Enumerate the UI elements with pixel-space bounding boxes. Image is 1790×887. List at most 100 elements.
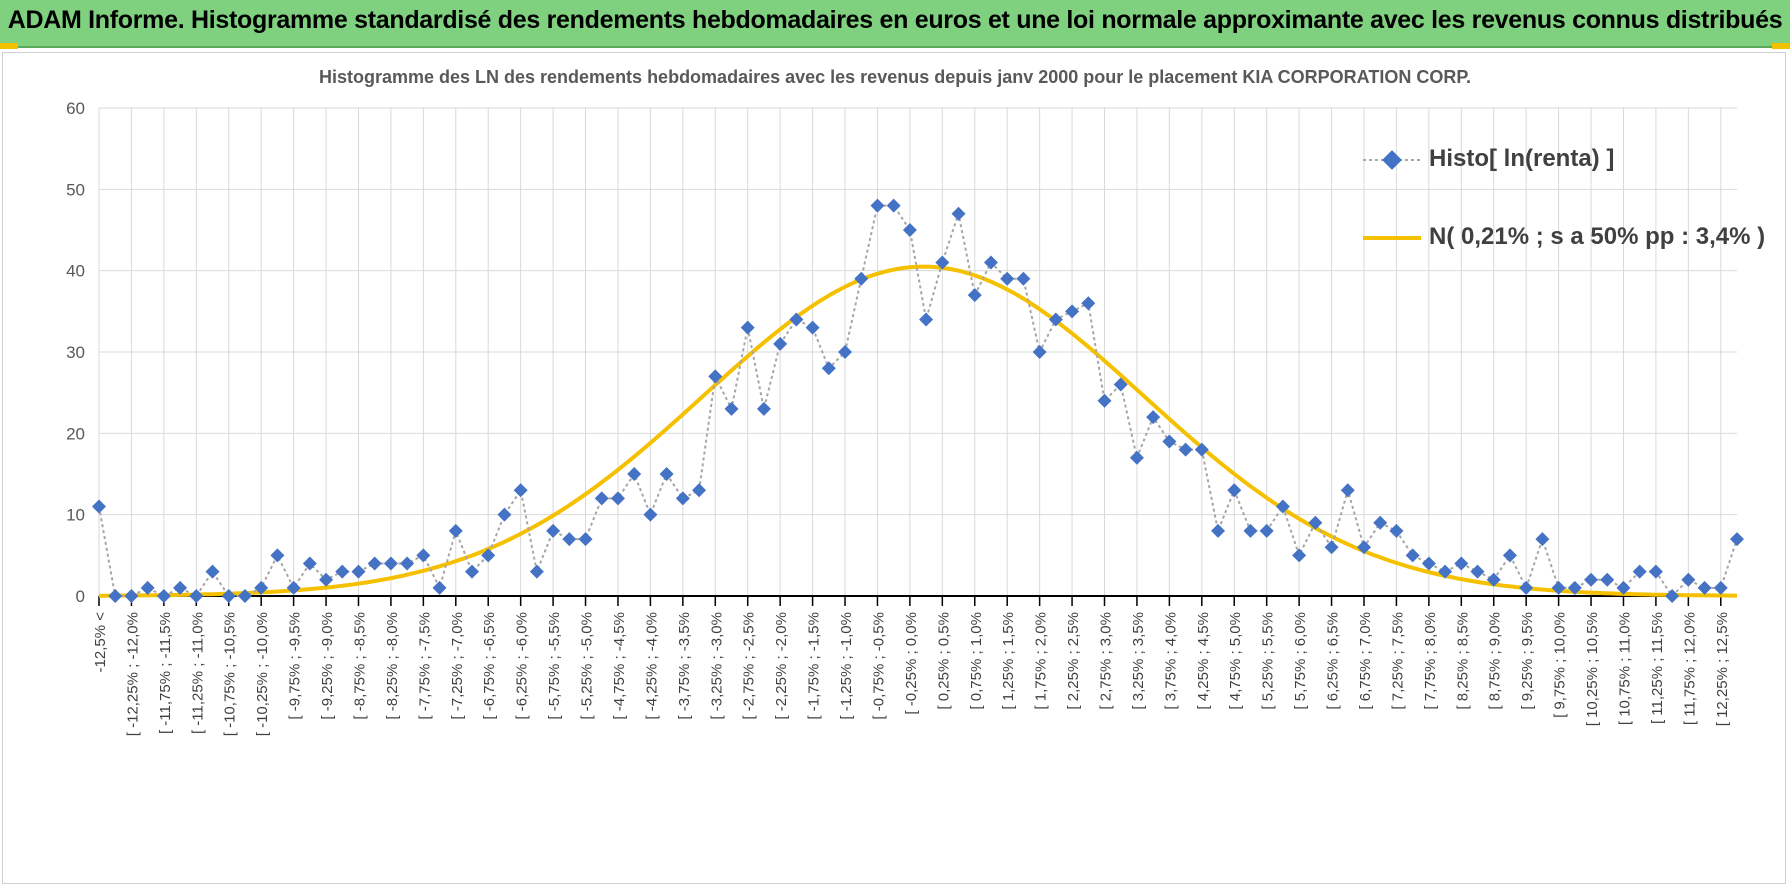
histo-point [1600,572,1615,587]
histo-point [432,580,447,595]
x-tick-label: [ 9,75% ; 10,0% [1552,612,1569,718]
histo-point [773,336,788,351]
y-tick-label: 20 [66,424,85,443]
histo-point [805,320,820,335]
histo-point [1681,572,1696,587]
histo-point [254,580,269,595]
y-tick-label: 60 [66,99,85,118]
x-tick-label: [ 1,25% ; 1,5% [1000,612,1017,710]
y-tick-label: 10 [66,506,85,525]
histo-point [1535,532,1550,547]
histo-point [448,523,463,538]
histo-point [465,564,480,579]
histo-point [335,564,350,579]
y-tick-label: 0 [76,587,85,606]
x-tick-label: [ -9,25% ; -9,0% [319,612,336,720]
x-tick-label: [ 8,25% ; 8,5% [1454,612,1471,710]
x-tick-label: [ 6,75% ; 7,0% [1357,612,1374,710]
x-tick-label: [ -10,75% ; -10,5% [222,612,239,736]
x-tick-label: [ -5,75% ; -5,5% [546,612,563,720]
histo-point [1000,271,1015,286]
histo-point [756,401,771,416]
histo-point [1178,442,1193,457]
histo-point [1194,442,1209,457]
histo-point [967,288,982,303]
histo-point [1016,271,1031,286]
histo-point [1502,548,1517,563]
histo-point [1032,345,1047,359]
x-tick-label: [ -1,25% ; -1,0% [838,612,855,720]
y-tick-label: 30 [66,343,85,362]
y-tick-label: 40 [66,262,85,281]
histo-point [319,572,334,587]
histo-point [1113,377,1128,392]
x-tick-label: [ 3,25% ; 3,5% [1130,612,1147,710]
legend-histo-symbol [1363,149,1421,170]
histo-point [140,580,155,595]
histo-point [497,507,512,522]
histo-point [1097,393,1112,408]
x-tick-label: [ -8,25% ; -8,0% [384,612,401,720]
histo-point [919,312,934,327]
x-tick-label: [ 4,75% ; 5,0% [1227,612,1244,710]
x-tick-label: [ -2,25% ; -2,0% [773,612,790,720]
histo-point [1486,572,1501,587]
x-tick-label: [ -4,25% ; -4,0% [643,612,660,720]
histo-point [1129,450,1144,465]
histo-point [221,589,236,603]
x-tick-label: [ -2,75% ; -2,5% [741,612,758,720]
x-tick-label: [ -5,25% ; -5,0% [579,612,596,720]
histo-point [1048,312,1063,327]
histo-point [1730,532,1744,547]
histo-point [838,345,853,359]
banner-accent-left [0,43,18,49]
histo-point [270,548,285,563]
histo-point [416,548,431,563]
x-tick-label: [ -11,75% ; -11,5% [157,612,174,734]
x-tick-label: [ 5,75% ; 6,0% [1292,612,1309,710]
histo-point [1405,548,1420,563]
x-tick-label: [ -3,75% ; -3,5% [676,612,693,720]
histo-point [173,580,188,595]
histo-point [1340,483,1355,498]
histo-point [351,564,366,579]
x-tick-label: [ -12,25% ; -12,0% [124,612,141,736]
histo-point [610,491,625,506]
histo-point [92,499,106,514]
x-tick-label: [ 1,75% ; 2,0% [1033,612,1050,710]
x-tick-label: [ -8,75% ; -8,5% [351,612,368,720]
histo-point [546,523,561,538]
histo-point [481,548,496,563]
x-tick-label: [ -3,25% ; -3,0% [708,612,725,720]
x-tick-label: [ -9,75% ; -9,5% [287,612,304,720]
banner-accent-right [1772,43,1790,49]
histo-point [286,580,301,595]
x-tick-label: [ -6,25% ; -6,0% [514,612,531,720]
x-tick-label: [ 2,75% ; 3,0% [1098,612,1115,710]
histo-point [708,369,723,384]
histo-point [237,589,252,603]
x-tick-label: [ 8,75% ; 9,0% [1487,612,1504,710]
histo-point [1584,572,1599,587]
histo-point [1259,523,1274,538]
histo-point [1438,564,1453,579]
histo-point [1697,580,1712,595]
x-tick-label: [ -0,25% ; 0,0% [903,612,920,715]
histo-point [1308,515,1323,530]
histo-point [1356,540,1371,555]
x-tick-label: [ 11,75% ; 12,0% [1681,612,1698,725]
histo-point [643,507,658,522]
histo-point [1551,580,1566,595]
histo-point [1081,296,1096,311]
x-tick-label: [ 4,25% ; 4,5% [1195,612,1212,710]
histo-point [1632,564,1647,579]
legend-normal-symbol [1363,235,1421,240]
x-tick-label: [ -10,25% ; -10,0% [254,612,271,736]
x-tick-label: [ -7,75% ; -7,5% [416,612,433,720]
legend-normal: N( 0,21% ; s a 50% pp : 3,4% ) [1361,223,1765,251]
x-tick-label: [ 6,25% ; 6,5% [1325,612,1342,710]
histo-point [627,467,642,481]
histo-point [821,361,836,376]
histo-point [108,589,123,603]
histo-point [124,589,139,603]
